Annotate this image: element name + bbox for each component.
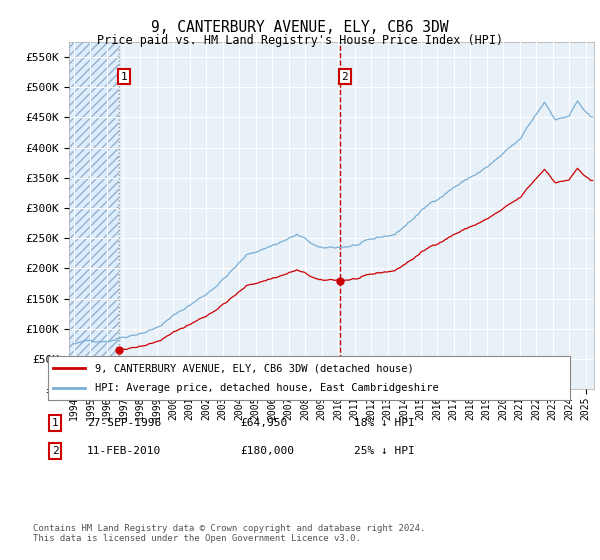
Text: Price paid vs. HM Land Registry's House Price Index (HPI): Price paid vs. HM Land Registry's House … [97,34,503,46]
Text: HPI: Average price, detached house, East Cambridgeshire: HPI: Average price, detached house, East… [95,383,439,393]
Text: £64,950: £64,950 [240,418,287,428]
Text: 1: 1 [52,418,59,428]
Bar [69,42,119,389]
Text: 9, CANTERBURY AVENUE, ELY, CB6 3DW (detached house): 9, CANTERBURY AVENUE, ELY, CB6 3DW (deta… [95,363,414,373]
Text: 11-FEB-2010: 11-FEB-2010 [87,446,161,456]
Text: 18% ↓ HPI: 18% ↓ HPI [354,418,415,428]
Text: £180,000: £180,000 [240,446,294,456]
Text: 2: 2 [341,72,348,82]
Text: 2: 2 [52,446,59,456]
Text: Contains HM Land Registry data © Crown copyright and database right 2024.
This d: Contains HM Land Registry data © Crown c… [33,524,425,543]
Text: 25% ↓ HPI: 25% ↓ HPI [354,446,415,456]
Text: 9, CANTERBURY AVENUE, ELY, CB6 3DW: 9, CANTERBURY AVENUE, ELY, CB6 3DW [151,20,449,35]
Text: 27-SEP-1996: 27-SEP-1996 [87,418,161,428]
Text: 1: 1 [121,72,128,82]
